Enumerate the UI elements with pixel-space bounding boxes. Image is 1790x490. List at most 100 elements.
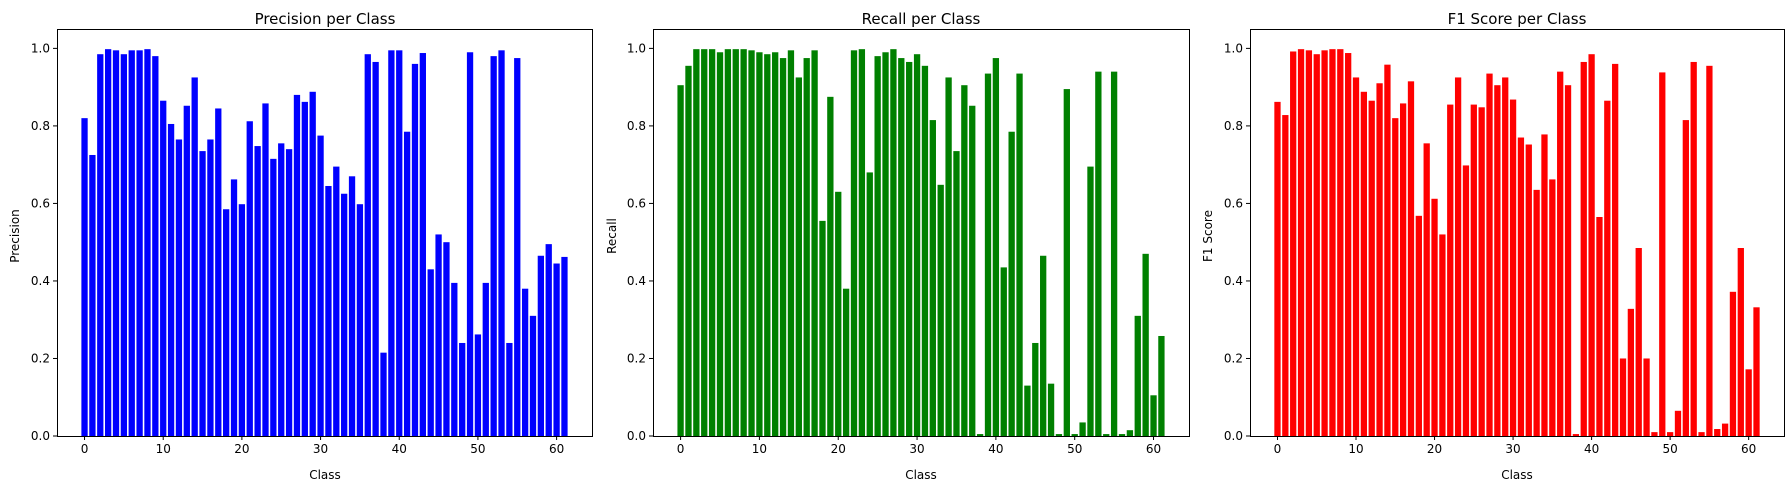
bar [333,166,340,436]
bar [1345,53,1352,436]
bar [427,269,434,436]
bar [1103,434,1110,436]
y-axis-label: F1 Score [1201,210,1215,262]
bar [341,193,348,436]
bar [128,50,135,436]
bar [443,242,450,436]
x-tick-label: 50 [1662,442,1677,456]
x-tick-label: 10 [752,442,767,456]
y-tick-label: 0.0 [1224,429,1243,443]
bar [858,49,866,436]
x-tick-label: 20 [1427,442,1442,456]
plot-area: 0 10 20 30 40 50 60 0.0 0.2 0.4 0.6 0.8 1.0 [627,29,1190,456]
plot-area: 0 10 20 30 40 50 60 0.0 0.2 0.4 0.6 0.8 1.0 [31,29,593,456]
bar [372,61,379,436]
chart-title: F1 Score per Class [1448,10,1587,28]
y-tick-label: 0.2 [1224,351,1243,365]
bar [498,50,505,436]
bar [803,58,810,436]
bar [969,105,976,436]
y-tick-label: 0.4 [31,274,50,288]
bar [199,151,206,436]
bar [167,123,175,436]
bar [514,58,521,436]
x-tick-label: 50 [470,442,485,456]
bar [230,179,238,436]
bar [835,191,842,436]
bar [285,149,293,436]
bar [1032,342,1039,436]
x-tick-label: 0 [81,442,89,456]
bar [795,77,802,436]
bar [906,61,913,436]
bar [278,143,285,436]
bar [913,54,921,436]
bar [1329,49,1336,436]
bar [506,342,513,436]
bar [325,185,332,436]
y-tick-label: 0.8 [1224,119,1243,133]
x-tick-label: 20 [234,442,249,456]
bar [380,352,387,436]
bar [1321,50,1328,436]
bar [1407,81,1415,436]
bar [1399,103,1407,437]
bar [1729,291,1737,436]
bar [772,52,779,436]
bar [152,56,159,436]
x-axis-label: Class [1501,468,1533,482]
bar [1588,54,1595,436]
x-tick-label: 30 [909,442,924,456]
bar [207,139,214,436]
bar [1541,134,1548,436]
bar [104,49,112,436]
bar [521,288,529,436]
axes-frame [653,29,1190,437]
bar [1698,432,1705,436]
bar [1110,71,1118,436]
bar [1415,215,1422,436]
y-tick-label: 0.6 [31,196,50,210]
x-axis-label: Class [905,468,937,482]
bar [787,50,795,436]
bar [701,49,708,436]
bar [1737,248,1744,436]
bar [435,234,442,436]
bar [890,49,897,436]
bar [1297,49,1305,436]
bar [1368,100,1375,437]
bar [459,342,466,436]
bar [270,158,277,436]
bar [866,172,873,437]
bar [1533,189,1540,436]
bar [1604,100,1611,437]
bar [356,204,364,436]
bar [1470,104,1477,436]
bar [1682,120,1689,436]
bar [175,139,183,436]
x-tick-label: 10 [1348,442,1363,456]
bar [411,63,419,436]
x-tick-label: 0 [677,442,685,456]
bar [1305,50,1313,436]
bar [1126,430,1134,436]
y-tick-label: 1.0 [31,41,50,55]
bar [1423,143,1430,436]
y-tick-label: 0.8 [31,119,50,133]
bar [921,65,929,436]
bar [1517,137,1525,436]
x-tick-label: 30 [313,442,328,456]
axes-frame [57,29,593,437]
bar [1745,369,1752,436]
bar [882,52,889,436]
bar [160,100,167,437]
x-tick-label: 60 [549,442,564,456]
x-tick-label: 50 [1067,442,1082,456]
bar [1564,85,1572,436]
y-tick-label: 0.6 [1224,196,1243,210]
bar [1494,85,1501,436]
bar [89,154,96,437]
bar [1150,395,1157,436]
bar [1055,434,1063,436]
bar [553,263,560,436]
